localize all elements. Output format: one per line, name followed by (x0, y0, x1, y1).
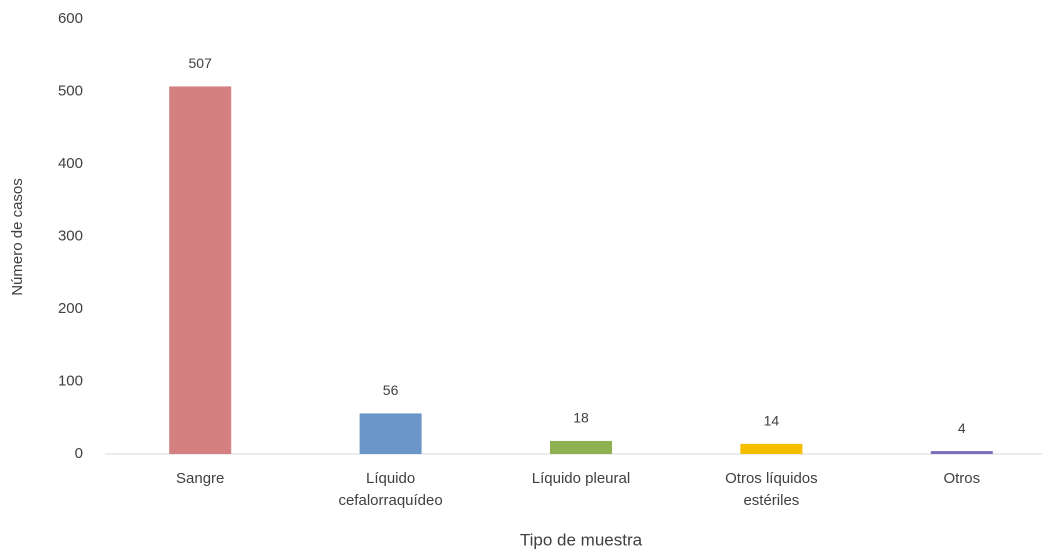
y-tick-label: 200 (58, 300, 83, 317)
y-tick-label: 400 (58, 155, 83, 172)
y-tick-label: 500 (58, 82, 83, 99)
value-label: 507 (189, 55, 213, 71)
bar (169, 86, 232, 455)
x-tick-label: Sangre (176, 470, 225, 487)
bar (740, 443, 803, 454)
bar (550, 440, 612, 454)
value-label: 56 (383, 382, 399, 398)
value-label: 4 (958, 420, 966, 436)
value-label: 14 (764, 413, 780, 429)
x-tick-label: Otros líquidos estériles (725, 470, 818, 509)
x-tick-label: Líquido cefalorraquídeo (338, 470, 443, 509)
y-tick-label: 600 (58, 10, 83, 27)
y-tick-label: 0 (75, 445, 83, 462)
bar (930, 451, 993, 454)
x-axis-title: Tipo de muestra (520, 530, 643, 549)
y-tick-label: 300 (58, 227, 83, 244)
x-tick-label: Líquido pleural (531, 470, 631, 487)
x-tick-label: Otros (943, 470, 981, 487)
y-axis-title: Número de casos (9, 178, 26, 296)
y-tick-label: 100 (58, 372, 83, 389)
value-label: 18 (573, 410, 589, 426)
bar (359, 413, 422, 454)
